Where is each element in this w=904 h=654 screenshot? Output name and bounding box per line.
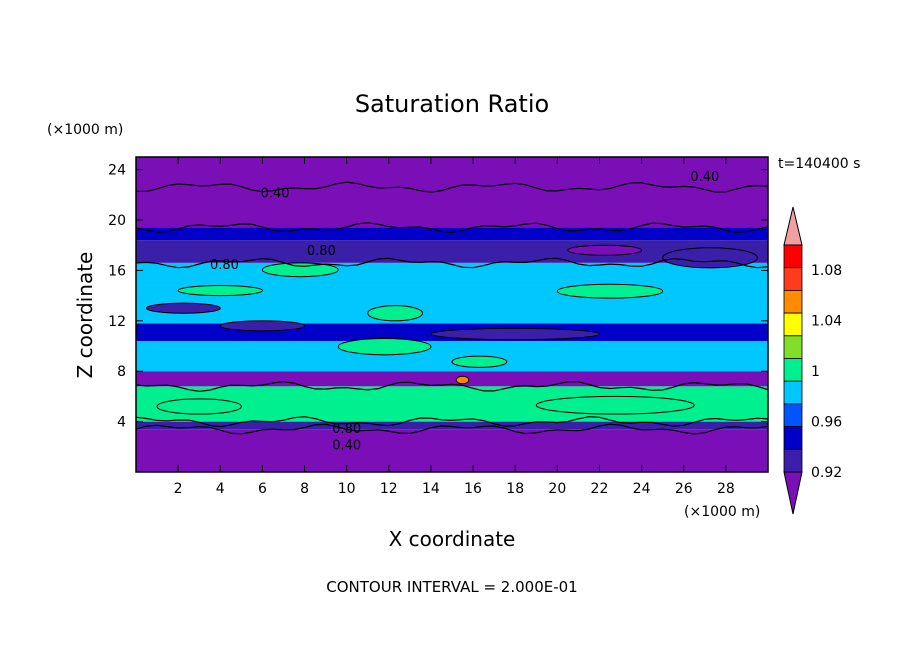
x-tick-label: 28 [717, 481, 735, 497]
colorbar-segment [783, 358, 803, 382]
x-axis: 2 4 6 8 10 12 14 16 18 20 22 24 26 28 [174, 157, 735, 497]
field-patch [535, 395, 695, 415]
colorbar-label: 0.92 [811, 465, 842, 481]
colorbar-over-arrow [783, 206, 803, 246]
x-tick-label: 2 [174, 481, 183, 497]
field-patch [455, 375, 470, 385]
colorbar-segment [783, 448, 803, 473]
colorbar-under-arrow [783, 471, 803, 515]
field-patch [337, 337, 432, 356]
x-tick-label: 14 [422, 481, 440, 497]
x-tick-label: 18 [506, 481, 524, 497]
x-tick-label: 16 [464, 481, 482, 497]
field-patch [567, 244, 643, 256]
x-tick-label: 26 [675, 481, 693, 497]
colorbar: 1.08 1.04 1 0.96 0.92 [783, 206, 842, 515]
y-tick-label: 16 [108, 263, 126, 279]
field-patch [430, 327, 600, 341]
contour-line [136, 257, 768, 269]
colorbar-label: 1.04 [811, 314, 842, 330]
y-unit-label: (×1000 m) [47, 122, 123, 138]
contour-label: 0.80 [332, 422, 361, 437]
field-band [136, 227, 768, 241]
x-unit-label: (×1000 m) [684, 504, 760, 520]
x-tick-label: 22 [591, 481, 609, 497]
y-tick-label: 24 [108, 163, 126, 179]
x-axis-label: X coordinate [389, 527, 516, 551]
x-tick-label: 8 [300, 481, 309, 497]
y-tick-label: 20 [108, 213, 126, 229]
y-tick-label: 12 [108, 314, 126, 330]
chart-title: Saturation Ratio [355, 90, 549, 118]
contour-line [136, 381, 768, 393]
colorbar-segment [783, 244, 803, 269]
x-tick-label: 20 [548, 481, 566, 497]
field-patch [261, 262, 339, 278]
field-patch [177, 285, 263, 297]
field-band [136, 340, 768, 372]
contour-line [136, 423, 768, 435]
contour-interval-note: CONTOUR INTERVAL = 2.000E-01 [326, 578, 577, 596]
x-tick-label: 12 [380, 481, 398, 497]
contour-line [136, 222, 768, 234]
colorbar-segment [783, 403, 803, 427]
y-axis-label: Z coordinate [73, 252, 97, 379]
contour-label: 0.80 [210, 258, 239, 273]
contour-line [136, 416, 768, 428]
field-band [136, 429, 768, 472]
y-tick-label: 4 [117, 415, 126, 431]
colorbar-segment [783, 335, 803, 359]
contour-label: 0.40 [261, 186, 290, 201]
colorbar-segment [783, 312, 803, 337]
colorbar-segment [783, 380, 803, 405]
colorbar-segment [783, 426, 803, 450]
field-patch [367, 305, 424, 322]
contour-label: 0.80 [307, 244, 336, 259]
y-axis: 4 8 12 16 20 24 [108, 163, 768, 431]
time-label: t=140400 s [778, 156, 860, 172]
field-patch [219, 320, 306, 332]
colorbar-label: 1.08 [811, 263, 842, 279]
plot-area: 0.400.400.800.800.800.40 [135, 156, 769, 473]
x-tick-label: 10 [338, 481, 356, 497]
field-patch [451, 355, 508, 368]
field-patch [556, 283, 664, 299]
field-patch [146, 302, 221, 314]
x-tick-label: 4 [216, 481, 225, 497]
contour-label: 0.40 [690, 170, 719, 185]
field-band [136, 421, 768, 430]
contour-line [136, 181, 768, 193]
x-tick-label: 6 [258, 481, 267, 497]
field-band [136, 157, 768, 228]
colorbar-label: 1 [811, 364, 820, 380]
field-patch [156, 398, 242, 415]
colorbar-label: 0.96 [811, 415, 842, 431]
y-tick-label: 8 [117, 364, 126, 380]
colorbar-segment [783, 289, 803, 314]
contour-label: 0.40 [332, 438, 361, 453]
x-tick-label: 24 [633, 481, 651, 497]
colorbar-segment [783, 267, 803, 291]
